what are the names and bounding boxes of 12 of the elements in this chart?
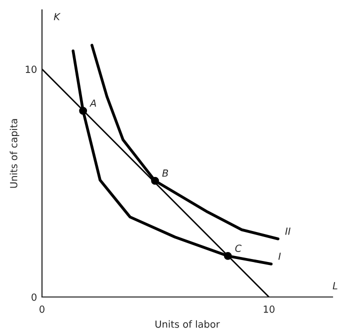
point bbox=[151, 176, 159, 185]
text: L bbox=[332, 282, 338, 290]
x-axis-title: Units of labor bbox=[156, 320, 220, 328]
annotation: II bbox=[285, 228, 290, 235]
annotation: B bbox=[162, 170, 168, 177]
annotation: A bbox=[90, 100, 96, 107]
annotation: I bbox=[278, 252, 281, 260]
annotation: C bbox=[235, 244, 242, 252]
annotation: K bbox=[54, 13, 61, 20]
y-axis-title: Units of capita bbox=[10, 119, 20, 188]
point bbox=[79, 106, 88, 115]
point bbox=[224, 252, 232, 260]
